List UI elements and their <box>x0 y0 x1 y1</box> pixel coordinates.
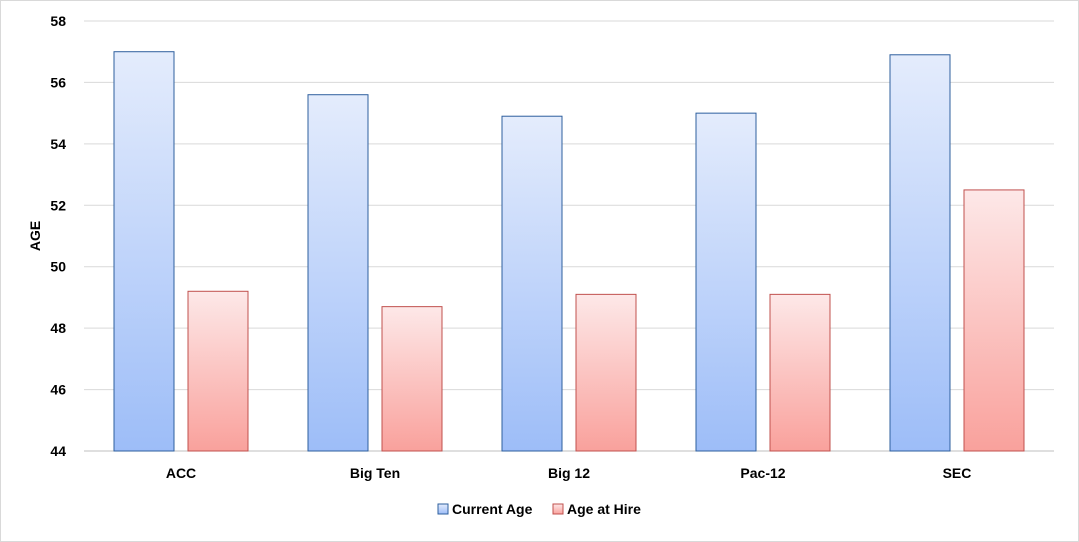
y-tick-label: 50 <box>50 259 66 275</box>
y-tick-label: 52 <box>50 197 66 213</box>
x-tick-label: ACC <box>166 465 196 481</box>
x-tick-label: Big Ten <box>350 465 400 481</box>
y-tick-label: 54 <box>50 136 66 152</box>
legend-swatch <box>552 503 564 515</box>
bar-current-age-big-12 <box>501 115 563 452</box>
bar-age-at-hire-big-12 <box>575 293 637 452</box>
y-axis-tick-labels: 44 46 48 50 52 54 56 58 <box>50 13 66 459</box>
bar-current-age-sec <box>889 54 951 452</box>
bar-current-age-pac-12 <box>695 112 757 452</box>
x-tick-label: Pac-12 <box>740 465 785 481</box>
legend-label: Current Age <box>452 501 533 517</box>
y-tick-label: 48 <box>50 320 66 336</box>
bar-age-at-hire-big-ten <box>381 306 443 452</box>
y-tick-label: 58 <box>50 13 66 29</box>
legend-label: Age at Hire <box>567 501 641 517</box>
legend-swatch <box>437 503 449 515</box>
bar-age-at-hire-sec <box>963 189 1025 452</box>
bar-current-age-acc <box>113 51 175 452</box>
y-tick-label: 46 <box>50 382 66 398</box>
bar-age-at-hire-acc <box>187 290 249 452</box>
y-axis-title: AGE <box>27 221 43 251</box>
bar-current-age-big-ten <box>307 94 369 452</box>
bar-age-at-hire-pac-12 <box>769 293 831 452</box>
x-tick-label: SEC <box>943 465 972 481</box>
bars <box>113 51 1025 452</box>
x-axis-tick-labels: ACC Big Ten Big 12 Pac-12 SEC <box>166 465 972 481</box>
y-tick-label: 56 <box>50 74 66 90</box>
y-tick-label: 44 <box>50 443 66 459</box>
legend: Current Age Age at Hire <box>437 501 641 517</box>
x-tick-label: Big 12 <box>548 465 590 481</box>
